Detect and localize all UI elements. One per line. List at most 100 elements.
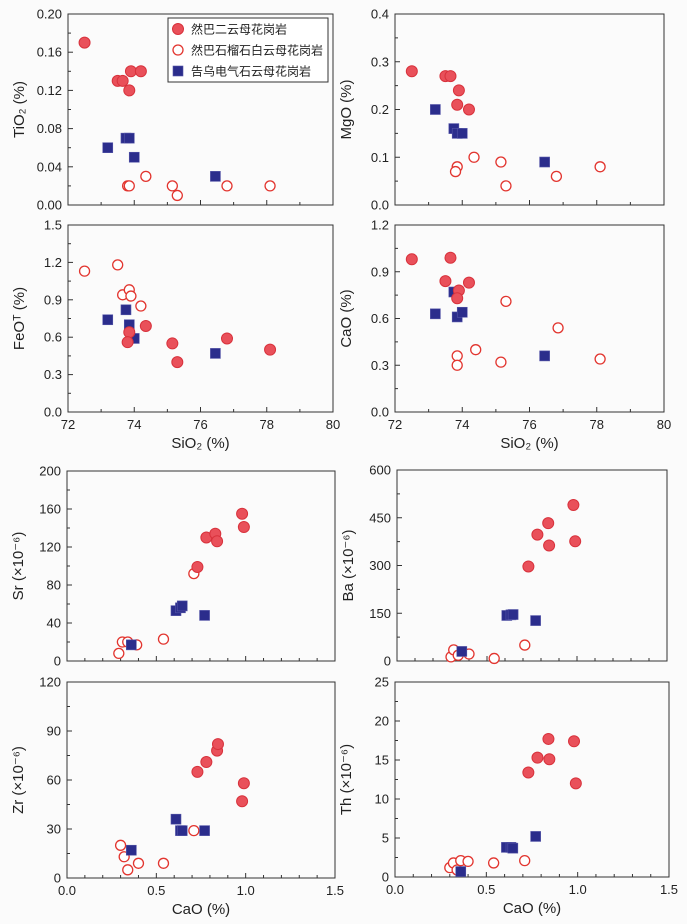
x-tick-label: 0.5: [147, 883, 165, 898]
panel-zr: 0 30 60 90 120 0.0 0.5 1.0 1.5 Zr (×10⁻⁶) CaO (%): [10, 675, 344, 919]
x-tick-label: 74: [127, 417, 141, 432]
y-tick-label: 0.08: [37, 121, 62, 136]
x-axis-title: CaO (%): [172, 901, 230, 918]
point-open-circle: [78, 265, 91, 277]
y-tick-label: 0.3: [371, 54, 389, 69]
point-open-circle: [157, 633, 170, 645]
x-tick-label: 76: [522, 417, 536, 432]
point-filled-circle: [543, 539, 556, 552]
point-square: [530, 831, 541, 842]
x-tick-label: 80: [657, 417, 671, 432]
point-square: [456, 306, 468, 318]
x-tick-label: 1.0: [237, 883, 255, 898]
point-filled-circle: [542, 517, 555, 530]
point-square: [455, 866, 467, 877]
point-filled-circle: [444, 251, 457, 264]
y-axis-title: CaO (%): [338, 289, 355, 347]
point-filled-circle: [191, 560, 204, 573]
point-filled-circle: [221, 332, 233, 345]
panel-feo: 0.0 0.3 0.6 0.9 1.2 1.5 72 74 76 78 80 FeOᵀ (%) SiO₂…: [11, 218, 340, 453]
point-open-circle: [188, 824, 200, 837]
y-tick-label: 0.16: [37, 45, 62, 60]
point-open-circle: [135, 300, 147, 312]
point-open-circle: [519, 639, 531, 651]
point-square: [199, 610, 210, 621]
plot-frame: [394, 681, 670, 878]
point-open-circle: [487, 857, 500, 869]
y-tick-label: 1.5: [44, 218, 62, 233]
panel-mgo: 0.0 0.1 0.2 0.3 0.4 MgO (%): [338, 7, 665, 213]
point-open-circle: [140, 170, 152, 183]
y-tick-label: 160: [39, 502, 61, 517]
y-axis-title: TiO₂ (%): [11, 81, 28, 138]
y-tick-label: 20: [375, 714, 389, 729]
y-tick-label: 60: [47, 773, 61, 788]
point-filled-circle: [236, 795, 249, 808]
point-square: [430, 104, 441, 115]
y-tick-label: 120: [39, 540, 61, 555]
point-filled-circle: [405, 65, 418, 78]
point-filled-circle: [439, 275, 452, 288]
point-filled-circle: [211, 535, 224, 548]
y-tick-label: 0.12: [37, 83, 62, 98]
point-filled-circle: [451, 292, 464, 305]
x-tick-label: 76: [193, 417, 207, 432]
y-tick-label: 0.3: [44, 367, 62, 382]
point-open-circle: [125, 290, 137, 302]
point-open-circle: [594, 161, 606, 173]
panel-th: 0 5 10 15 20 25 0.0 0.5 1.0 1.5 Th (×10⁻⁶) CaO (%): [338, 675, 678, 918]
y-tick-label: 0.4: [371, 7, 389, 22]
point-square: [210, 171, 221, 182]
y-tick-label: 5: [382, 831, 389, 846]
y-tick-label: 0.20: [37, 7, 62, 22]
point-open-circle: [221, 180, 233, 192]
point-filled-circle: [451, 98, 464, 111]
point-square: [507, 842, 519, 854]
point-filled-circle: [116, 74, 129, 87]
y-tick-label: 80: [47, 578, 61, 593]
point-open-circle: [114, 839, 127, 851]
panel-ba: 0 150 300 450 600 Ba (×10⁻⁶): [340, 463, 668, 669]
point-filled-circle: [237, 521, 250, 534]
point-filled-circle: [264, 343, 277, 356]
y-axis-title: Ba (×10⁻⁶): [340, 529, 357, 601]
x-tick-label: 1.5: [660, 882, 678, 897]
point-filled-circle: [211, 738, 224, 751]
x-tick-label: 74: [455, 417, 469, 432]
point-open-circle: [132, 857, 145, 869]
legend-item-filled: 然巴二云母花岗岩: [172, 22, 287, 37]
point-square: [170, 813, 182, 825]
point-open-circle: [462, 855, 474, 868]
plot-frame: [66, 681, 336, 879]
y-tick-label: 40: [47, 616, 61, 631]
y-axis-title: MgO (%): [338, 79, 355, 139]
point-filled-circle: [569, 535, 582, 548]
point-filled-circle: [166, 337, 179, 350]
point-square: [530, 615, 541, 626]
point-square: [102, 314, 114, 326]
y-tick-label: 0: [382, 870, 389, 885]
point-open-circle: [552, 322, 564, 334]
point-open-circle: [500, 295, 512, 308]
legend-item-square: 告乌电气石云母花岗岩: [172, 64, 311, 79]
x-tick-label: 0.0: [386, 882, 404, 897]
y-tick-label: 1.2: [44, 255, 62, 270]
point-open-circle: [113, 647, 125, 660]
point-filled-circle: [124, 65, 137, 78]
y-tick-label: 200: [39, 464, 61, 479]
point-filled-circle: [200, 756, 213, 769]
y-tick-label: 0.04: [37, 159, 62, 174]
point-open-circle: [264, 180, 276, 192]
x-axis-title: SiO₂ (%): [500, 435, 558, 452]
x-tick-label: 72: [61, 417, 75, 432]
point-filled-circle: [171, 356, 184, 369]
y-axis-title: Sr (×10⁻⁶): [10, 532, 27, 601]
x-tick-label: 78: [260, 417, 274, 432]
y-tick-label: 0.0: [44, 405, 62, 420]
point-square: [176, 600, 188, 612]
point-open-circle: [594, 353, 606, 365]
x-tick-label: 0.0: [58, 883, 76, 898]
point-open-circle: [468, 151, 480, 163]
point-open-circle: [519, 854, 531, 867]
